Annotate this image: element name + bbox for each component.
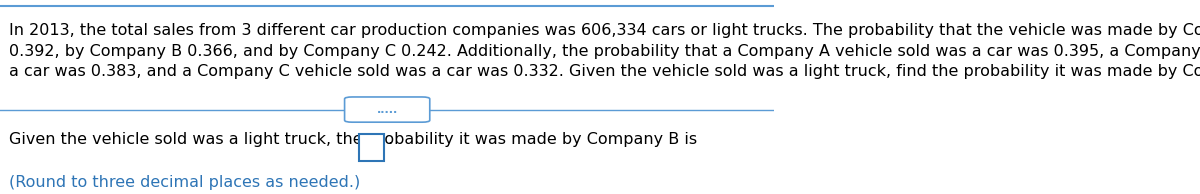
FancyBboxPatch shape <box>344 97 430 122</box>
Text: .: . <box>386 132 392 147</box>
FancyBboxPatch shape <box>359 134 384 161</box>
Text: (Round to three decimal places as needed.): (Round to three decimal places as needed… <box>10 175 360 190</box>
Text: .....: ..... <box>377 105 397 115</box>
Text: Given the vehicle sold was a light truck, the probability it was made by Company: Given the vehicle sold was a light truck… <box>10 132 702 147</box>
Text: In 2013, the total sales from 3 different car production companies was 606,334 c: In 2013, the total sales from 3 differen… <box>10 23 1200 79</box>
